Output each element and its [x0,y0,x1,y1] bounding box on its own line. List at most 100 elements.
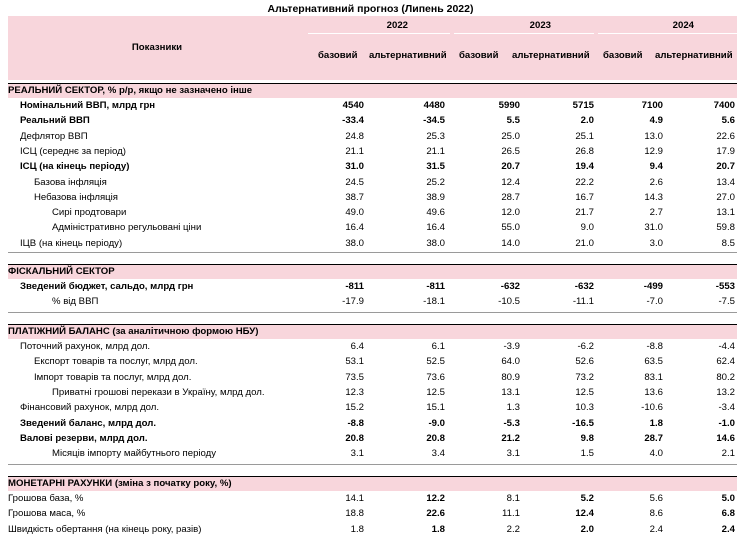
table-row: Приватні грошові перекази в Україну, млр… [8,385,737,400]
table-cell: 3.0 [649,237,663,249]
table-cell: 26.5 [501,145,520,157]
table-cell: 12.2 [426,493,445,504]
table-cell: 2.0 [580,523,594,535]
table-cell: 12.5 [575,386,594,398]
table-row: Дефлятор ВВП 24.8 25.3 25.0 25.1 13.0 22.6 [8,129,737,144]
table-cell: 2.2 [506,523,520,535]
section-divider [8,464,737,465]
section-header: МОНЕТАРНІ РАХУНКИ (зміна з початку року,… [8,476,737,491]
table-cell: -8.8 [347,417,364,429]
table-cell: 6.1 [431,341,445,352]
table-cell: -632 [574,281,594,292]
table-cell: 12.0 [501,207,520,219]
table-cell: 25.2 [426,176,445,188]
table-cell: 21.2 [501,432,520,444]
scenario-base-2023: базовий [459,50,499,61]
section-divider [8,252,737,253]
table-cell: 83.1 [644,371,663,383]
section-header: РЕАЛЬНИЙ СЕКТОР, % р/р, якщо не зазначен… [8,83,737,98]
table-cell: 73.6 [426,371,445,383]
table-row: Імпорт товарів та послуг, млрд дол. 73.5 7… [8,370,737,385]
table-cell: 7100 [641,100,663,111]
table-cell: 73.2 [575,371,594,383]
row-label: Зведений баланс, млрд дол. [20,417,156,429]
section-title: ПЛАТІЖНИЙ БАЛАНС (за аналітичною формою … [8,326,259,337]
table-cell: 8.1 [506,493,520,504]
table-row: Зведений бюджет, сальдо, млрд грн -811 -81… [8,279,737,294]
table-cell: 22.6 [716,130,735,142]
table-cell: -553 [715,281,735,292]
row-label: ІСЦ (на кінець періоду) [20,161,130,173]
table-cell: 25.0 [501,130,520,142]
row-label: % від ВВП [52,296,99,308]
table-cell: 12.4 [501,176,520,188]
row-label: Експорт товарів та послуг, млрд дол. [34,356,198,368]
table-cell: -632 [500,281,520,292]
table-cell: 27.0 [716,191,735,203]
table-row: Місяців імпорту майбутнього періоду 3.1 3.… [8,446,737,461]
table-cell: 49.0 [345,207,364,219]
table-cell: 5.5 [506,115,520,127]
table-cell: -8.8 [646,341,663,352]
table-cell: 21.0 [575,237,594,249]
table-cell: 12.4 [575,508,594,520]
table-cell: 15.2 [345,402,364,414]
table-cell: 25.1 [575,130,594,142]
table-cell: 52.6 [575,356,594,368]
table-cell: 5.6 [649,493,663,504]
year-2024-header: 2024 [672,20,694,31]
scenario-alt-2023: альтернативний [512,50,590,61]
row-label: Грошова база, % [8,493,84,504]
table-header: Показники 2022 2023 2024 базовий альтерн… [8,16,737,80]
table-row: Експорт товарів та послуг, млрд дол. 53.1… [8,354,737,369]
table-cell: 24.5 [345,176,364,188]
table-cell: 38.0 [426,237,445,249]
table-row: Адміністративно регульовані ціни 16.4 16.4… [8,220,737,235]
table-cell: 73.5 [345,371,364,383]
table-cell: 8.6 [649,508,663,520]
table-cell: 13.0 [644,130,663,142]
table-cell: -10.6 [641,402,663,414]
table-cell: 31.0 [644,222,663,234]
table-row: Валові резерви, млрд дол. 20.8 20.8 21.2 9.8… [8,431,737,446]
row-label: Номінальний ВВП, млрд грн [20,100,156,111]
table-cell: 2.4 [649,523,663,535]
table-cell: 2.4 [721,523,735,535]
row-label: Дефлятор ВВП [20,130,88,142]
table-row: Небазова інфляція 38.7 38.9 28.7 16.7 14.3 27.… [8,190,737,205]
table-cell: 1.5 [580,448,594,460]
row-label: Зведений бюджет, сальдо, млрд грн [20,281,194,292]
table-cell: 28.7 [501,191,520,203]
row-label: Швидкість обертання (на кінець року, раз… [8,523,202,535]
table-cell: 18.8 [345,508,364,520]
table-cell: 5.0 [721,493,735,504]
table-cell: 55.0 [501,222,520,234]
scenario-base-2024: базовий [603,50,643,61]
table-cell: -1.0 [718,417,735,429]
table-cell: 16.4 [426,222,445,234]
section-header: ПЛАТІЖНИЙ БАЛАНС (за аналітичною формою … [8,324,737,339]
row-label: ІЦВ (на кінець періоду) [20,237,123,249]
table-cell: 21.7 [575,207,594,219]
table-cell: 38.9 [426,191,445,203]
table-cell: 12.5 [426,386,445,398]
row-label: Грошова маса, % [8,508,86,520]
row-label: Місяців імпорту майбутнього періоду [52,448,217,460]
table-cell: 59.8 [716,222,735,234]
table-cell: 9.0 [580,222,594,234]
table-row: Швидкість обертання (на кінець року, раз… [8,522,737,537]
table-cell: 12.3 [345,386,364,398]
table-cell: 1.8 [649,417,663,429]
table-row: Сирі продтовари 49.0 49.6 12.0 21.7 2.7 13.1 [8,205,737,220]
table-cell: 20.8 [345,432,364,444]
row-label: Імпорт товарів та послуг, млрд дол. [34,371,192,383]
table-cell: 25.3 [426,130,445,142]
table-row: % від ВВП -17.9 -18.1 -10.5 -11.1 -7.0 -7.5 [8,294,737,309]
table-cell: 64.0 [501,356,520,368]
indicators-header: Показники [131,42,183,53]
table-cell: 5990 [498,100,520,111]
table-row: Базова інфляція 24.5 25.2 12.4 22.2 2.6 13.4 [8,175,737,190]
table-cell: 4480 [423,100,445,111]
table-cell: 7400 [713,100,735,111]
table-row: Фінансовий рахунок, млрд дол. 15.2 15.1 1.3… [8,400,737,415]
